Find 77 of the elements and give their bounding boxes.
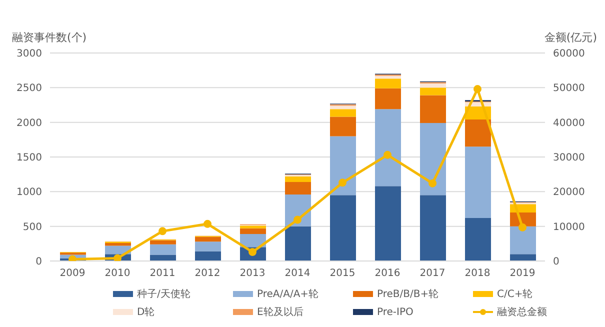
bar xyxy=(420,88,446,96)
bar xyxy=(375,109,401,186)
y-tick-label: 2500 xyxy=(16,83,42,94)
bar xyxy=(285,182,311,194)
bar xyxy=(465,120,491,147)
y2-axis-title: 金额(亿元) xyxy=(544,30,597,45)
legend-label: Pre-IPO xyxy=(377,306,414,318)
y2-tick-label: 60000 xyxy=(553,48,585,60)
point xyxy=(68,255,76,261)
y-tick-label: 500 xyxy=(22,222,42,233)
x-tick-label: 2013 xyxy=(240,268,266,280)
point xyxy=(474,85,482,94)
bar xyxy=(420,95,446,124)
bar xyxy=(195,242,221,252)
bar xyxy=(240,226,266,228)
point xyxy=(518,223,526,232)
bar xyxy=(330,116,356,136)
y-tick-label: 0 xyxy=(36,256,42,268)
x-tick-label: 2010 xyxy=(104,268,130,280)
bar xyxy=(465,146,491,218)
bar xyxy=(510,226,536,254)
legend-label: PreB/B/B+轮 xyxy=(377,288,439,301)
point xyxy=(158,227,166,236)
bar xyxy=(195,236,221,242)
point xyxy=(338,178,346,187)
y-tick-label: 2000 xyxy=(16,118,42,129)
y-tick-label: 3000 xyxy=(16,48,42,60)
y-tick-label: 1500 xyxy=(16,152,42,164)
x-tick-label: 2011 xyxy=(150,268,176,280)
point xyxy=(294,216,302,224)
y2-tick-label: 10000 xyxy=(553,222,585,233)
x-tick-label: 2012 xyxy=(194,268,220,280)
y2-tick-label: 30000 xyxy=(553,152,585,164)
bar xyxy=(330,136,356,196)
x-tick-label: 2017 xyxy=(420,268,446,280)
x-tick-label: 2018 xyxy=(464,268,490,280)
bar xyxy=(420,195,446,261)
bar xyxy=(465,218,491,261)
bar xyxy=(375,76,401,79)
legend-label: 融资总金额 xyxy=(497,306,547,319)
bar xyxy=(330,106,356,110)
bar xyxy=(240,228,266,234)
point xyxy=(384,150,392,159)
y-tick-label: 1000 xyxy=(16,187,42,198)
bar xyxy=(330,195,356,261)
x-tick-label: 2015 xyxy=(330,268,356,280)
bar xyxy=(420,84,446,88)
y2-tick-label: 40000 xyxy=(553,118,585,129)
bar xyxy=(105,242,131,246)
bar xyxy=(105,246,131,254)
legend-label: D轮 xyxy=(137,306,155,319)
y-axis-title: 融资事件数(个) xyxy=(12,30,87,45)
y2-tick-label: 20000 xyxy=(553,187,585,198)
y2-tick-label: 50000 xyxy=(553,83,585,94)
x-tick-label: 2019 xyxy=(510,268,536,280)
legend-label: 种子/天使轮 xyxy=(137,288,190,301)
y2-tick-label: 0 xyxy=(553,256,560,268)
bar xyxy=(510,254,536,261)
legend-label: C/C+轮 xyxy=(497,288,533,301)
bar xyxy=(150,240,176,244)
x-tick-label: 2009 xyxy=(60,268,86,280)
point xyxy=(114,254,122,261)
bar xyxy=(285,176,311,182)
bar xyxy=(375,78,401,88)
point xyxy=(204,220,212,228)
x-tick-label: 2016 xyxy=(374,268,400,280)
bar xyxy=(375,186,401,261)
bar xyxy=(150,244,176,255)
point xyxy=(428,179,436,188)
bar xyxy=(195,251,221,261)
bar xyxy=(375,88,401,110)
bar xyxy=(420,123,446,196)
legend-label: E轮及以后 xyxy=(257,306,304,319)
bar xyxy=(285,226,311,261)
x-tick-label: 2014 xyxy=(284,268,310,280)
legend-label: PreA/A/A+轮 xyxy=(257,288,319,301)
bar xyxy=(330,109,356,117)
